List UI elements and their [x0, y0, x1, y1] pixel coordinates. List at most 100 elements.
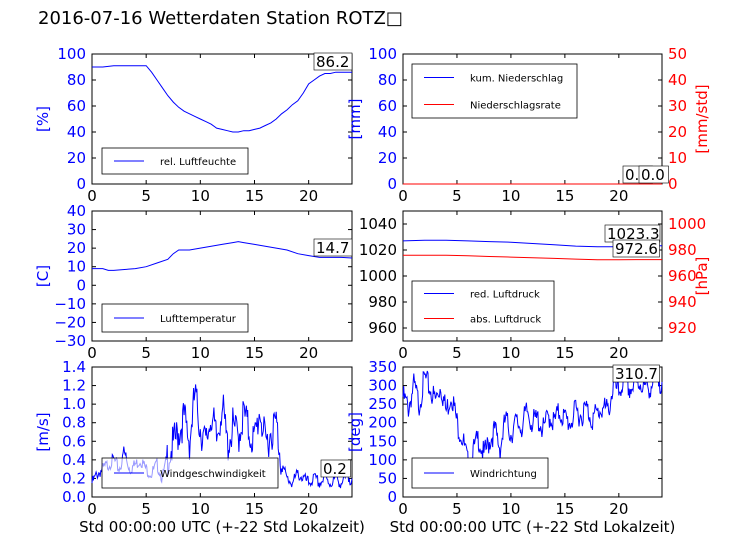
y-tick-label: 0.6	[62, 432, 86, 450]
x-tick-label: 20	[609, 187, 628, 205]
y-tick-right-label: 30	[668, 97, 687, 115]
value-annotation: 1023.3	[607, 225, 660, 243]
x-tick-label: 0	[398, 344, 408, 362]
y-tick-label: 300	[368, 377, 397, 395]
legend-label: rel. Luftfeuchte	[160, 157, 236, 168]
series-line	[403, 254, 662, 261]
x-axis-label: Std 00:00:00 UTC (+-22 Std Lokalzeit)	[390, 518, 676, 536]
plot-frame	[402, 366, 663, 498]
x-tick-label: 5	[452, 500, 462, 518]
y-tick-label: −30	[54, 332, 86, 350]
x-tick-label: 15	[555, 187, 574, 205]
y-tick-right-label: 10	[668, 149, 687, 167]
y-tick-label: 0	[387, 175, 397, 193]
y-axis-right-label: [hPa]	[693, 257, 711, 296]
y-tick-label: 1040	[359, 215, 397, 233]
value-annotation-box	[313, 52, 353, 71]
y-tick-label: 40	[67, 123, 86, 141]
y-tick-label: 980	[368, 293, 397, 311]
x-tick-label: 20	[299, 344, 318, 362]
x-tick-label: 5	[452, 344, 462, 362]
y-tick-label: 0.8	[62, 414, 86, 432]
y-tick-label: 1.0	[62, 395, 86, 413]
x-tick-label: 5	[452, 187, 462, 205]
y-tick-right-label: 940	[668, 293, 697, 311]
y-tick-label: 10	[67, 258, 86, 276]
y-axis-label: [%]	[34, 106, 52, 132]
y-tick-label: −10	[54, 295, 86, 313]
x-tick-label: 0	[398, 500, 408, 518]
x-tick-label: 10	[191, 344, 210, 362]
x-tick-label: 20	[299, 500, 318, 518]
y-axis-label: [deg]	[346, 412, 364, 452]
x-tick-label: 0	[87, 500, 97, 518]
x-tick-label: 15	[555, 344, 574, 362]
y-tick-label: −20	[54, 313, 86, 331]
legend-label: Windgeschwindigkeit	[160, 469, 266, 480]
legend-label: red. Luftdruck	[470, 290, 540, 301]
y-tick-right-label: 920	[668, 319, 697, 337]
legend-label: Lufttemperatur	[160, 314, 237, 325]
y-tick-right-label: 50	[668, 45, 687, 63]
y-tick-label: 0.4	[62, 451, 86, 469]
y-tick-label: 20	[378, 149, 397, 167]
value-annotation: 972.6	[615, 240, 658, 258]
y-tick-label: 1000	[359, 267, 397, 285]
y-tick-label: 20	[67, 149, 86, 167]
legend-label: Windrichtung	[470, 469, 537, 480]
series-line	[92, 65, 352, 133]
y-tick-label: 50	[378, 469, 397, 487]
value-annotation: 0.0	[641, 166, 665, 184]
x-tick-label: 10	[501, 344, 520, 362]
y-tick-label: 20	[67, 239, 86, 257]
y-tick-label: 350	[368, 358, 397, 376]
x-tick-label: 0	[398, 187, 408, 205]
y-tick-right-label: 1000	[668, 215, 706, 233]
x-tick-label: 5	[141, 500, 151, 518]
y-tick-right-label: 40	[668, 71, 687, 89]
x-tick-label: 5	[141, 187, 151, 205]
legend-label: Niederschlagsrate	[470, 101, 561, 112]
y-tick-label: 30	[67, 221, 86, 239]
x-tick-label: 15	[245, 500, 264, 518]
y-axis-label: [C]	[34, 265, 52, 287]
value-annotation: 86.2	[316, 53, 349, 71]
value-annotation-box	[313, 238, 353, 257]
plot-frame	[91, 210, 353, 342]
y-axis-label: [mm]	[346, 99, 364, 140]
x-tick-label: 5	[141, 344, 151, 362]
plot-frame	[91, 366, 353, 498]
y-tick-right-label: 0	[668, 175, 678, 193]
x-tick-label: 15	[245, 187, 264, 205]
y-axis-right-label: [mm/std]	[693, 84, 711, 153]
y-axis-label: [m/s]	[34, 412, 52, 451]
y-tick-label: 0	[76, 276, 86, 294]
y-tick-label: 200	[368, 414, 397, 432]
x-tick-label: 15	[245, 344, 264, 362]
y-tick-label: 80	[378, 71, 397, 89]
y-tick-label: 0	[76, 175, 86, 193]
series-line	[92, 241, 353, 271]
legend-label: kum. Niederschlag	[470, 74, 563, 85]
y-tick-label: 80	[67, 71, 86, 89]
plot-frame	[91, 53, 353, 185]
y-tick-label: 60	[67, 97, 86, 115]
y-tick-label: 100	[368, 45, 397, 63]
legend-box	[411, 63, 578, 119]
x-tick-label: 0	[87, 344, 97, 362]
y-tick-label: 250	[368, 395, 397, 413]
y-tick-label: 960	[368, 319, 397, 337]
x-tick-label: 10	[501, 500, 520, 518]
y-tick-label: 60	[378, 97, 397, 115]
series-line	[402, 367, 663, 474]
y-tick-label: 100	[368, 451, 397, 469]
y-tick-label: 1020	[359, 241, 397, 259]
y-tick-label: 0.0	[62, 488, 86, 506]
value-annotation: 310.7	[615, 365, 658, 383]
legend-label: abs. Luftdruck	[470, 315, 541, 326]
y-tick-label: 0.2	[62, 469, 86, 487]
y-tick-label: 40	[378, 123, 397, 141]
x-tick-label: 10	[191, 500, 210, 518]
value-annotation-box	[638, 165, 669, 184]
